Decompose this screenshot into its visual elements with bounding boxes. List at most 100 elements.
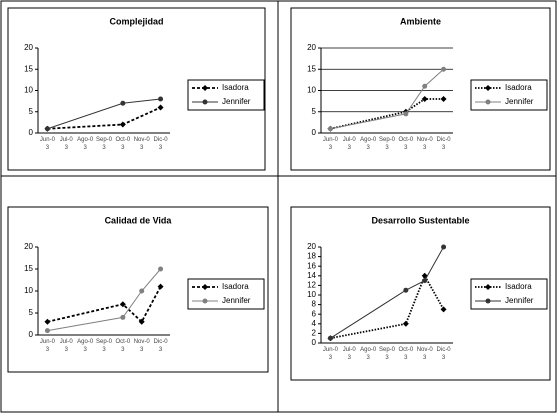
x-tick-label: Jul-03 bbox=[342, 347, 356, 361]
x-tick-label: Dic-03 bbox=[436, 347, 451, 361]
series-line bbox=[330, 68, 444, 130]
legend bbox=[187, 79, 265, 111]
x-tick-label: Sep-03 bbox=[96, 339, 112, 353]
x-tick-label: Ago-03 bbox=[360, 347, 377, 361]
marker bbox=[44, 318, 51, 325]
x-tick-label: Jun-03 bbox=[322, 137, 338, 151]
marker bbox=[422, 278, 428, 284]
marker bbox=[327, 126, 333, 132]
y-tick-label: 2 bbox=[312, 329, 317, 338]
legend-marker bbox=[202, 99, 208, 105]
y-tick-label: 10 bbox=[307, 290, 316, 299]
y-tick-label: 0 bbox=[312, 128, 317, 137]
marker bbox=[440, 96, 447, 102]
x-tick-label: Dic-03 bbox=[436, 137, 451, 151]
y-tick-label: 15 bbox=[24, 264, 33, 273]
x-tick-label: Sep-03 bbox=[96, 137, 112, 151]
x-tick-label: Dic-03 bbox=[153, 137, 168, 151]
x-tick-label: Sep-03 bbox=[379, 137, 395, 151]
x-tick-label: Jun-03 bbox=[39, 339, 55, 353]
legend-label: Jennifer bbox=[505, 296, 534, 305]
x-tick-label: Sep-03 bbox=[96, 137, 112, 151]
legend-label: Isadora bbox=[222, 83, 249, 92]
legend bbox=[470, 278, 548, 310]
y-tick-label: 20 bbox=[24, 43, 33, 52]
y-tick-label: 8 bbox=[312, 300, 317, 309]
x-tick-label: Nov-03 bbox=[416, 137, 433, 151]
legend bbox=[470, 79, 548, 111]
y-tick-label: 20 bbox=[307, 43, 316, 52]
x-tick-label: Oct-03 bbox=[115, 339, 131, 353]
x-tick-label: Jul-03 bbox=[59, 339, 73, 353]
marker bbox=[44, 328, 50, 334]
series-line bbox=[47, 286, 162, 324]
x-tick-label: Jul-03 bbox=[60, 137, 73, 151]
y-tick-label: 0 bbox=[29, 128, 34, 137]
y-tick-label: 10 bbox=[24, 86, 33, 95]
marker bbox=[139, 288, 145, 294]
x-tick-label: Ago-03 bbox=[77, 339, 94, 353]
y-tick-label: 10 bbox=[307, 86, 316, 95]
marker bbox=[440, 306, 447, 313]
x-tick-label: Jul-03 bbox=[342, 137, 356, 151]
marker bbox=[119, 121, 126, 128]
x-tick-label: Oct-03 bbox=[115, 339, 131, 353]
x-tick-label: Jul-03 bbox=[342, 347, 356, 361]
x-tick-label: Dic-03 bbox=[154, 339, 168, 353]
y-tick-label: 0 bbox=[312, 338, 317, 347]
x-tick-label: Ago-03 bbox=[360, 137, 377, 151]
y-tick-label: 16 bbox=[307, 261, 316, 270]
marker bbox=[120, 100, 126, 106]
x-tick-label: Jun-03 bbox=[39, 137, 55, 151]
x-tick-label: Dic-03 bbox=[153, 137, 168, 151]
marker bbox=[157, 283, 164, 290]
x-tick-label: Jun-03 bbox=[322, 347, 338, 361]
y-tick-label: 5 bbox=[29, 308, 34, 317]
x-tick-label: Ago-03 bbox=[77, 137, 94, 151]
x-tick-label: Jul-03 bbox=[59, 339, 73, 353]
x-tick-label: Ago-03 bbox=[77, 339, 94, 353]
x-tick-label: Oct-03 bbox=[399, 137, 414, 151]
chart-title: Calidad de Vida bbox=[105, 215, 173, 225]
marker bbox=[403, 287, 409, 293]
x-tick-label: Nov-03 bbox=[133, 137, 150, 151]
x-tick-label: Jun-03 bbox=[322, 137, 338, 151]
x-tick-label: Ago-03 bbox=[360, 137, 377, 151]
marker bbox=[403, 111, 409, 117]
series-line bbox=[47, 268, 161, 332]
legend-label: Isadora bbox=[222, 282, 249, 291]
x-tick-label: Oct-03 bbox=[398, 347, 414, 361]
x-tick-label: Jun-03 bbox=[39, 339, 55, 353]
x-tick-label: Sep-03 bbox=[379, 347, 395, 361]
marker bbox=[441, 244, 447, 250]
marker bbox=[119, 301, 126, 308]
series-line bbox=[330, 246, 445, 339]
marker bbox=[421, 96, 428, 102]
legend-marker bbox=[485, 99, 491, 105]
y-tick-label: 5 bbox=[29, 107, 34, 116]
x-tick-label: Dic-03 bbox=[436, 137, 451, 151]
legend-marker bbox=[485, 284, 491, 290]
legend-marker bbox=[485, 298, 491, 304]
x-tick-label: Nov-03 bbox=[416, 347, 433, 361]
y-tick-label: 12 bbox=[307, 281, 316, 290]
legend-label: Jennifer bbox=[222, 97, 251, 106]
marker bbox=[157, 104, 164, 111]
y-tick-label: 5 bbox=[312, 107, 317, 116]
marker bbox=[120, 314, 126, 320]
marker bbox=[158, 96, 164, 102]
x-tick-label: Nov-03 bbox=[134, 339, 150, 353]
chart-title: Ambiente bbox=[400, 16, 441, 26]
x-tick-label: Jun-03 bbox=[39, 137, 55, 151]
y-tick-label: 15 bbox=[307, 64, 316, 73]
chart-title: Desarrollo Sustentable bbox=[371, 215, 469, 225]
x-tick-label: Nov-03 bbox=[416, 137, 433, 151]
marker bbox=[158, 266, 164, 272]
marker bbox=[402, 320, 409, 327]
y-tick-label: 4 bbox=[312, 319, 317, 328]
x-tick-label: Oct-03 bbox=[116, 137, 131, 151]
chart-title: Complejidad bbox=[109, 16, 163, 26]
x-tick-label: Oct-03 bbox=[398, 347, 414, 361]
y-tick-label: 20 bbox=[307, 242, 316, 251]
x-tick-label: Dic-03 bbox=[436, 347, 451, 361]
